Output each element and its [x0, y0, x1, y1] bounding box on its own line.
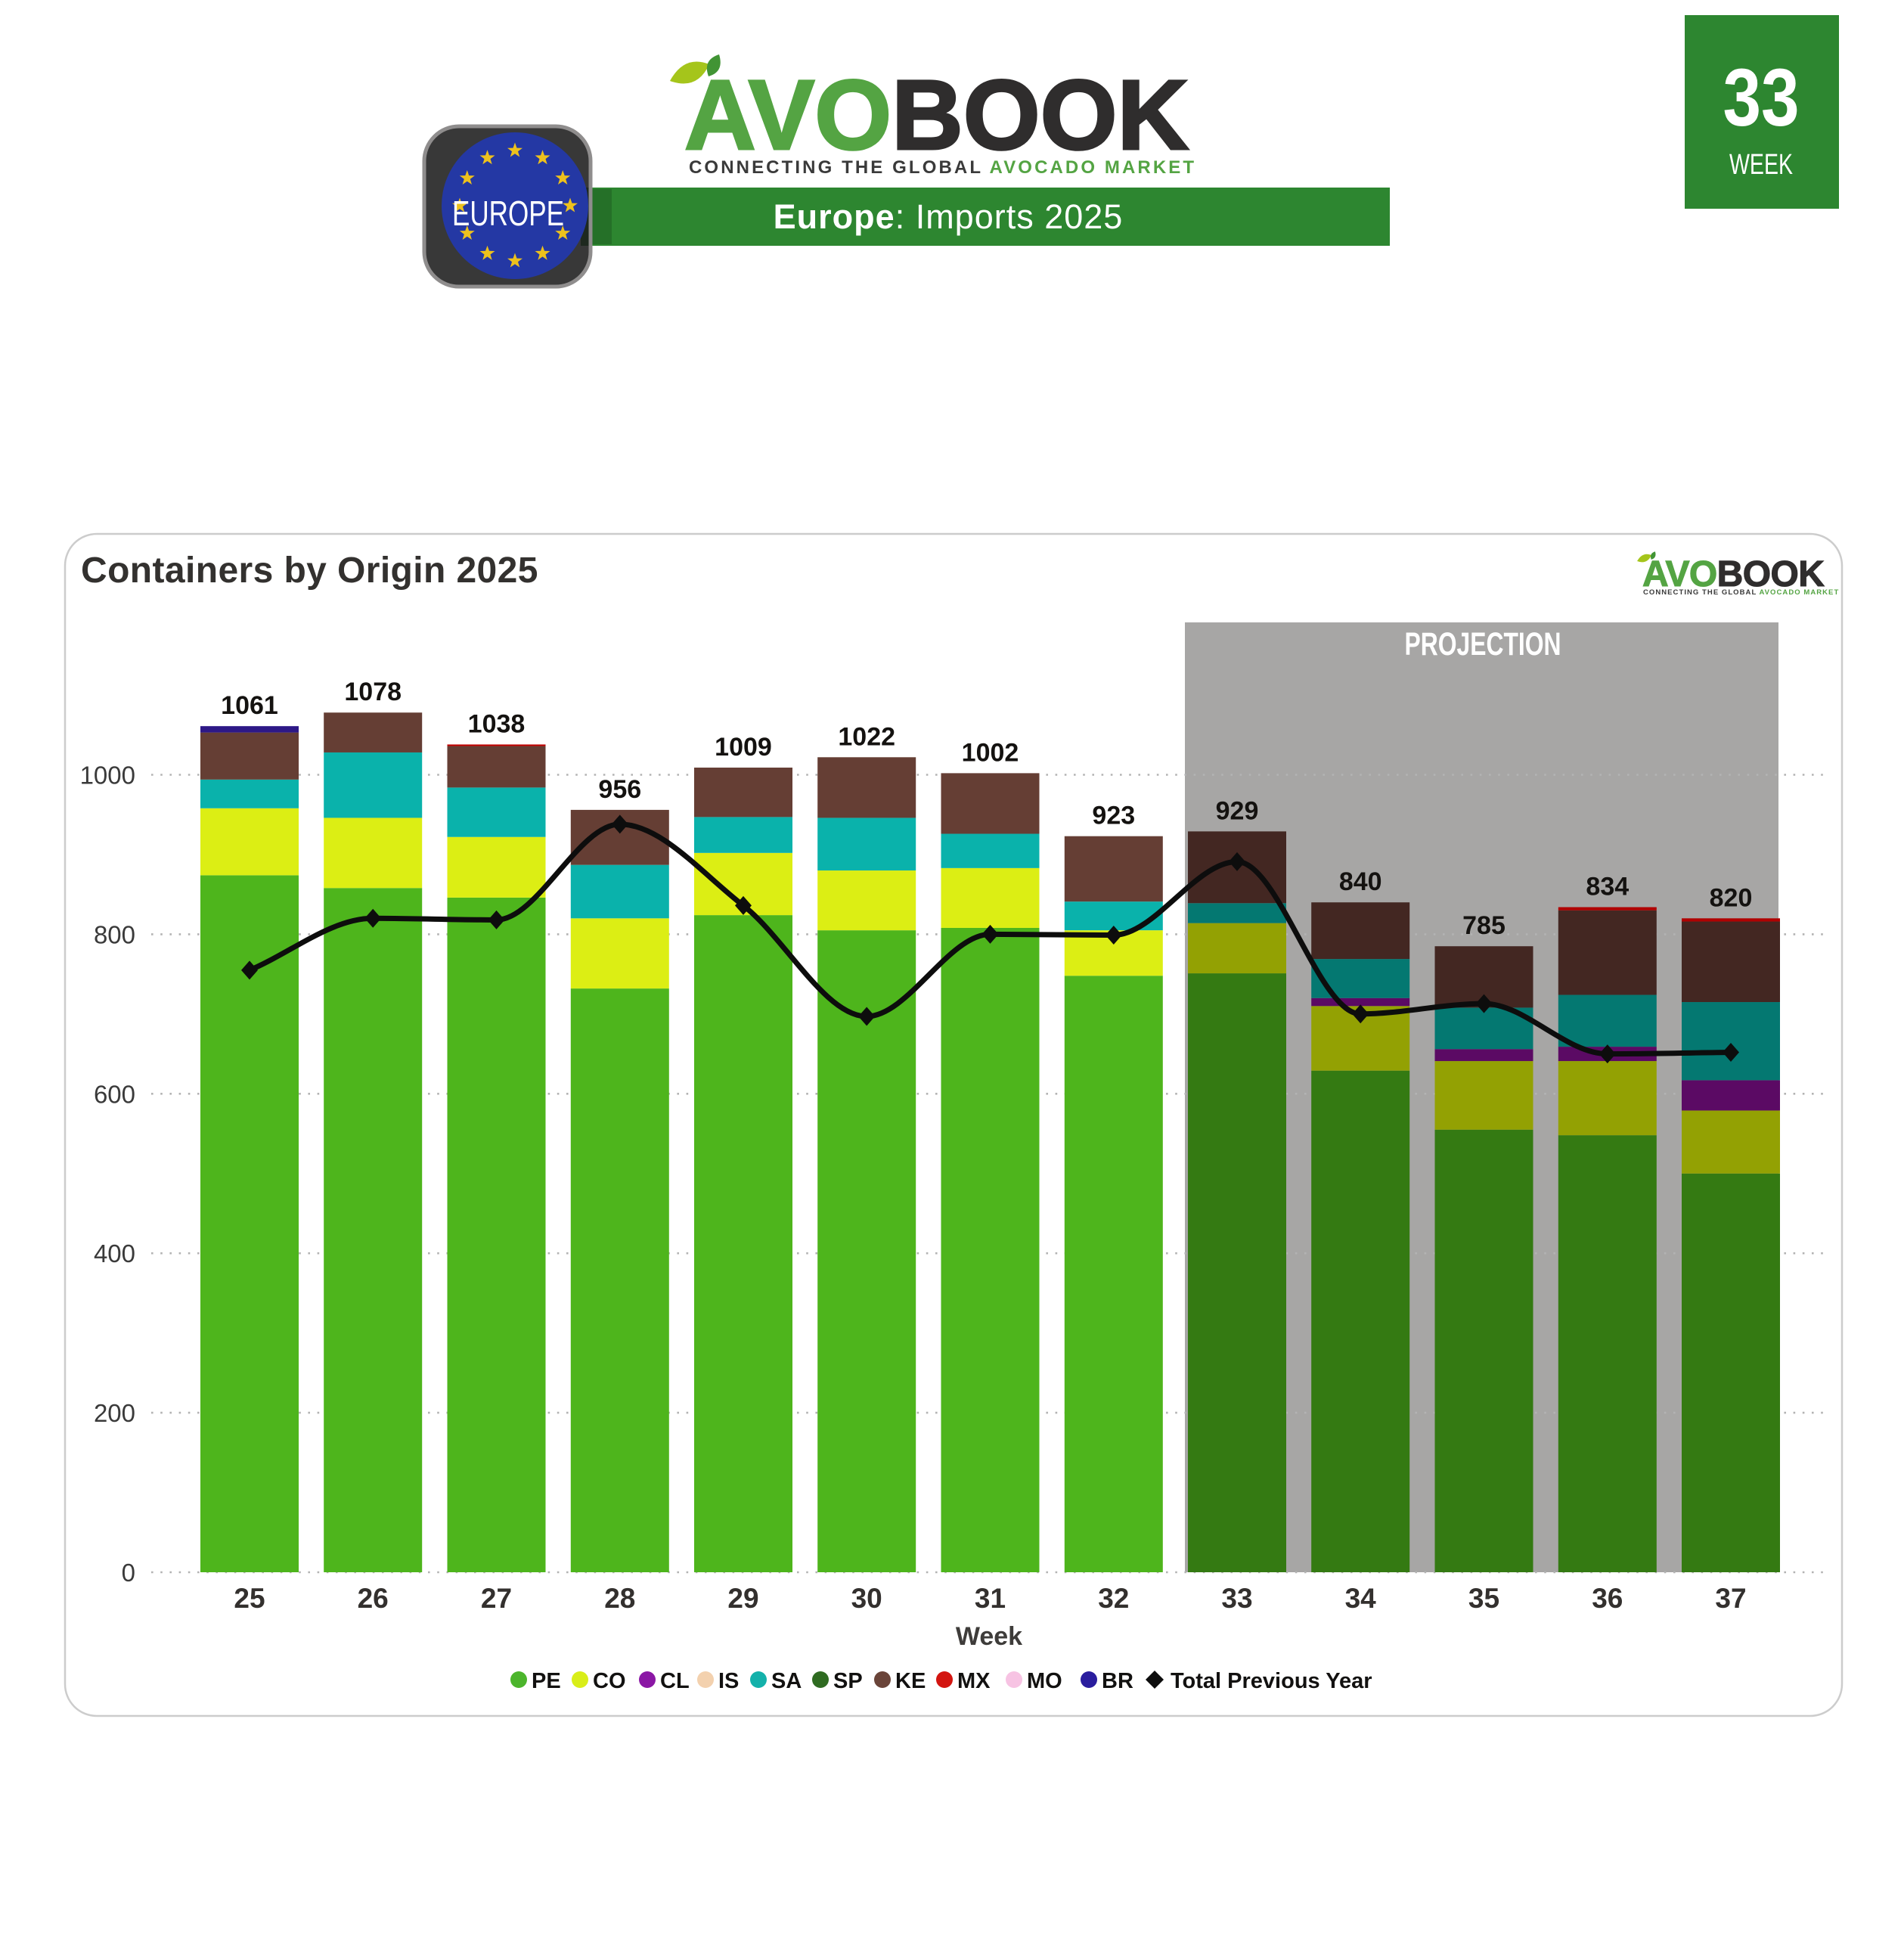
- svg-text:27: 27: [481, 1583, 512, 1614]
- svg-text:EUROPE: EUROPE: [452, 194, 564, 233]
- svg-text:BR: BR: [1102, 1669, 1133, 1693]
- svg-text:Week: Week: [956, 1622, 1022, 1651]
- svg-text:956: 956: [598, 775, 641, 804]
- svg-text:32: 32: [1098, 1583, 1129, 1614]
- svg-text:MX: MX: [957, 1669, 991, 1693]
- svg-text:800: 800: [94, 920, 135, 948]
- svg-text:400: 400: [94, 1239, 135, 1267]
- svg-text:1000: 1000: [80, 762, 135, 790]
- svg-text:AVOBOOK: AVOBOOK: [684, 59, 1189, 170]
- svg-text:834: 834: [1586, 873, 1629, 901]
- svg-text:36: 36: [1592, 1583, 1623, 1614]
- svg-text:CO: CO: [593, 1669, 626, 1693]
- svg-text:33: 33: [1221, 1583, 1252, 1614]
- svg-text:600: 600: [94, 1080, 135, 1108]
- svg-text:AVOBOOK: AVOBOOK: [1642, 554, 1825, 594]
- svg-text:1002: 1002: [962, 738, 1019, 767]
- svg-text:785: 785: [1462, 911, 1506, 940]
- svg-text:KE: KE: [895, 1669, 926, 1693]
- svg-text:1078: 1078: [344, 678, 402, 706]
- svg-text:1061: 1061: [221, 691, 278, 720]
- svg-text:1009: 1009: [715, 733, 772, 762]
- svg-text:IS: IS: [718, 1669, 739, 1693]
- svg-text:SP: SP: [833, 1669, 863, 1693]
- svg-text:PROJECTION: PROJECTION: [1405, 626, 1561, 662]
- svg-text:840: 840: [1339, 867, 1382, 896]
- svg-text:35: 35: [1468, 1583, 1499, 1614]
- svg-text:30: 30: [851, 1583, 882, 1614]
- svg-text:CL: CL: [660, 1669, 690, 1693]
- svg-text:25: 25: [234, 1583, 265, 1614]
- svg-text:31: 31: [975, 1583, 1006, 1614]
- svg-text:Europe: Imports 2025: Europe: Imports 2025: [774, 197, 1124, 236]
- svg-text:29: 29: [727, 1583, 758, 1614]
- svg-text:34: 34: [1345, 1583, 1377, 1614]
- svg-text:CONNECTING THE GLOBAL AVOCADO: CONNECTING THE GLOBAL AVOCADO MARKET: [1643, 588, 1839, 597]
- svg-text:SA: SA: [771, 1669, 802, 1693]
- svg-text:37: 37: [1715, 1583, 1746, 1614]
- svg-text:26: 26: [358, 1583, 389, 1614]
- svg-text:28: 28: [604, 1583, 635, 1614]
- svg-text:1038: 1038: [468, 709, 526, 738]
- svg-text:0: 0: [122, 1559, 135, 1587]
- svg-text:Total Previous Year: Total Previous Year: [1171, 1669, 1372, 1693]
- svg-text:33: 33: [1723, 51, 1800, 143]
- svg-text:WEEK: WEEK: [1729, 149, 1793, 181]
- svg-text:200: 200: [94, 1399, 135, 1427]
- svg-text:PE: PE: [532, 1669, 561, 1693]
- svg-text:Containers by Origin 2025: Containers by Origin 2025: [81, 551, 538, 591]
- svg-text:929: 929: [1216, 796, 1259, 825]
- svg-text:MO: MO: [1027, 1669, 1062, 1693]
- svg-text:923: 923: [1092, 802, 1135, 830]
- svg-text:CONNECTING THE GLOBAL AVOCADO: CONNECTING THE GLOBAL AVOCADO MARKET: [689, 157, 1196, 178]
- svg-text:1022: 1022: [838, 722, 895, 751]
- svg-text:820: 820: [1710, 883, 1753, 912]
